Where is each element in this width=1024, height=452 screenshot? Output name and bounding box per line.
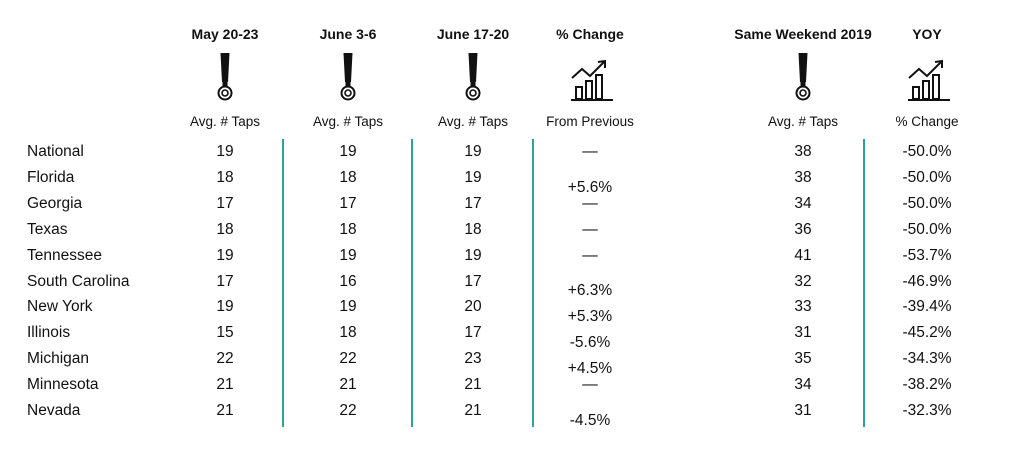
table-cell-y2019: 38	[794, 168, 812, 186]
table-cell-may: 18	[216, 168, 234, 186]
table-cell-y2019: 41	[794, 246, 812, 264]
table-cell-change: -4.5%	[569, 411, 611, 429]
table-cell-june17: 18	[464, 220, 482, 238]
table-cell-change: -5.6%	[569, 333, 611, 351]
row-label: New York	[27, 298, 93, 316]
row-label: Florida	[27, 168, 75, 186]
table-cell-june3: 18	[339, 324, 357, 342]
table-cell-yoy: -53.7%	[902, 246, 952, 264]
table-cell-yoy: -34.3%	[902, 350, 952, 368]
growth-chart-icon	[570, 54, 614, 107]
column-header-y2019: Same Weekend 2019	[734, 26, 872, 42]
table-cell-may: 17	[216, 272, 234, 290]
column-subheader-y2019: Avg. # Taps	[767, 114, 839, 129]
column-header-june3: June 3-6	[319, 26, 377, 42]
column-divider	[282, 139, 284, 427]
column-divider	[411, 139, 413, 427]
table-cell-may: 19	[216, 143, 234, 160]
row-label: Michigan	[27, 350, 90, 368]
table-cell-june17: 21	[464, 402, 482, 419]
table-cell-change: +5.3%	[567, 308, 613, 325]
table-cell-y2019: 34	[794, 194, 812, 212]
column-subheader-yoy: % Change	[895, 114, 959, 129]
table-cell-may: 21	[216, 402, 234, 419]
table-cell-may: 17	[216, 194, 234, 212]
table-cell-yoy: -39.4%	[902, 298, 952, 316]
table-cell-yoy: -50.0%	[902, 220, 952, 238]
table-cell-change: —	[582, 376, 598, 394]
beer-tap-icon	[792, 52, 814, 107]
table-cell-june3: 17	[339, 194, 357, 212]
column-divider	[863, 139, 865, 427]
table-cell-june17: 17	[464, 272, 482, 290]
growth-chart-icon	[907, 54, 951, 107]
table-cell-june3: 16	[339, 272, 357, 290]
table-cell-change: —	[582, 246, 598, 264]
column-header-may: May 20-23	[191, 26, 259, 42]
row-label: Illinois	[27, 324, 71, 342]
table-cell-y2019: 35	[794, 350, 812, 368]
row-label: National	[27, 143, 84, 160]
column-header-june17: June 17-20	[436, 26, 510, 42]
table-cell-may: 21	[216, 376, 234, 394]
table-cell-y2019: 32	[794, 272, 812, 290]
table-cell-june17: 19	[464, 168, 482, 186]
table-cell-yoy: -50.0%	[902, 194, 952, 212]
table-cell-june17: 17	[464, 324, 482, 342]
table-cell-june17: 21	[464, 376, 482, 394]
table-cell-june17: 20	[464, 298, 482, 316]
table-cell-yoy: -38.2%	[902, 376, 952, 394]
table-cell-y2019: 38	[794, 143, 812, 160]
table-cell-change: —	[582, 143, 598, 160]
table-cell-yoy: -32.3%	[902, 402, 952, 419]
column-subheader-june3: Avg. # Taps	[312, 114, 384, 129]
table-cell-may: 15	[216, 324, 234, 342]
column-header-change: % Change	[556, 26, 624, 42]
table-cell-yoy: -45.2%	[902, 324, 952, 342]
table-cell-yoy: -46.9%	[902, 272, 952, 290]
row-label: South Carolina	[27, 272, 130, 290]
table-cell-y2019: 31	[794, 324, 812, 342]
table-cell-june3: 22	[339, 402, 357, 419]
row-label: Georgia	[27, 194, 83, 212]
column-subheader-change: From Previous	[546, 114, 634, 129]
table-cell-may: 18	[216, 220, 234, 238]
table-cell-y2019: 36	[794, 220, 812, 238]
table-cell-june3: 18	[339, 168, 357, 186]
row-label: Texas	[27, 220, 68, 238]
table-cell-may: 19	[216, 298, 234, 316]
table-cell-change: +5.6%	[567, 178, 613, 196]
beer-tap-icon	[462, 52, 484, 107]
table-cell-june17: 23	[464, 350, 482, 368]
table-cell-change: +6.3%	[567, 282, 613, 300]
table-cell-june3: 18	[339, 220, 357, 238]
row-label: Nevada	[27, 402, 81, 419]
column-header-yoy: YOY	[912, 26, 942, 42]
column-subheader-may: Avg. # Taps	[189, 114, 261, 129]
column-subheader-june17: Avg. # Taps	[437, 114, 509, 129]
column-divider	[532, 139, 534, 427]
table-cell-june17: 17	[464, 194, 482, 212]
table-cell-june3: 21	[339, 376, 357, 394]
table-cell-june3: 22	[339, 350, 357, 368]
table-cell-y2019: 31	[794, 402, 812, 419]
table-cell-june17: 19	[464, 246, 482, 264]
table-cell-may: 22	[216, 350, 234, 368]
table-cell-may: 19	[216, 246, 234, 264]
beer-tap-icon	[337, 52, 359, 107]
table-cell-yoy: -50.0%	[902, 168, 952, 186]
table-cell-y2019: 34	[794, 376, 812, 394]
table-cell-june17: 19	[464, 143, 482, 160]
row-label: Tennessee	[27, 246, 102, 264]
table-cell-june3: 19	[339, 246, 357, 264]
row-label: Minnesota	[27, 376, 99, 394]
table-cell-yoy: -50.0%	[902, 143, 952, 160]
table-cell-june3: 19	[339, 143, 357, 160]
beer-tap-icon	[214, 52, 236, 107]
table-cell-change: —	[582, 194, 598, 212]
table-cell-y2019: 33	[794, 298, 812, 316]
table-cell-june3: 19	[339, 298, 357, 316]
table-cell-change: —	[582, 220, 598, 238]
table-cell-change: +4.5%	[567, 359, 613, 377]
